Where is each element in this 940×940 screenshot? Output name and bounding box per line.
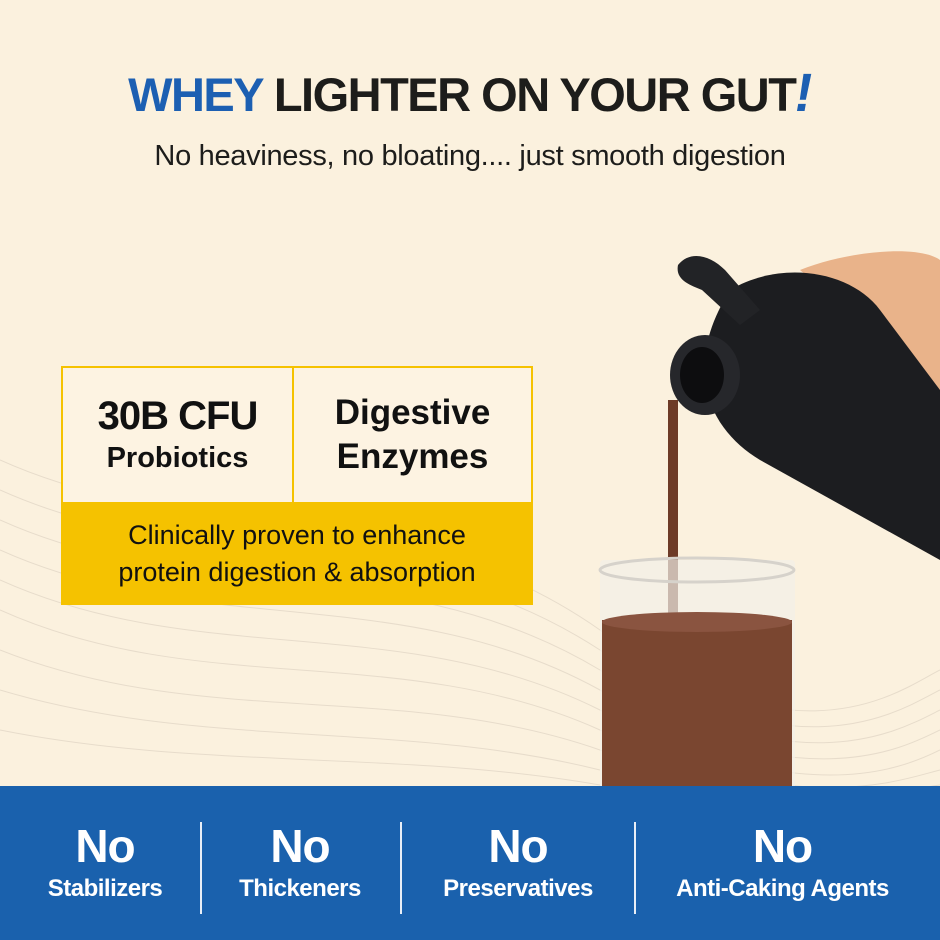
headline: WHEY LIGHTER ON YOUR GUT! <box>0 62 940 124</box>
shaker-bottle <box>670 255 940 560</box>
no-prefix: No <box>752 820 813 872</box>
probiotics-value: 30B CFU <box>97 394 259 438</box>
feature-card: 30B CFU Probiotics Digestive Enzymes Cli… <box>61 366 533 605</box>
free-from-item: No Thickeners <box>215 820 385 906</box>
headline-text: LIGHTER ON YOUR GUT <box>273 68 797 121</box>
headline-accent: WHEY <box>128 68 264 121</box>
no-prefix: No <box>75 820 135 872</box>
free-from-label: Anti-Caking Agents <box>676 875 889 902</box>
free-from-item: No Stabilizers <box>20 820 190 906</box>
divider <box>634 822 636 914</box>
pour-stream <box>668 400 678 660</box>
claim-line2: protein digestion & absorption <box>118 556 476 587</box>
enzymes-line1: Digestive <box>334 393 491 432</box>
subheadline: No heaviness, no bloating.... just smoot… <box>154 140 786 172</box>
no-prefix: No <box>488 820 548 872</box>
free-from-item: No Anti-Caking Agents <box>650 820 915 906</box>
divider <box>200 822 202 914</box>
glass <box>598 556 796 790</box>
clinical-claim: Clinically proven to enhance protein dig… <box>63 502 531 605</box>
free-from-label: Thickeners <box>239 875 361 902</box>
claim-line1: Clinically proven to enhance <box>128 519 466 550</box>
free-from-band: No Stabilizers No Thickeners No Preserva… <box>0 786 940 940</box>
enzymes-cell: Digestive Enzymes <box>294 368 531 502</box>
no-prefix: No <box>270 820 330 872</box>
free-from-label: Preservatives <box>443 875 593 902</box>
probiotics-label: Probiotics <box>106 442 249 474</box>
divider <box>400 822 402 914</box>
enzymes-line2: Enzymes <box>336 437 489 476</box>
probiotics-cell: 30B CFU Probiotics <box>63 368 294 502</box>
free-from-label: Stabilizers <box>47 875 163 902</box>
shaker-pouring-illustration <box>598 251 940 790</box>
free-from-item: No Preservatives <box>418 820 618 906</box>
